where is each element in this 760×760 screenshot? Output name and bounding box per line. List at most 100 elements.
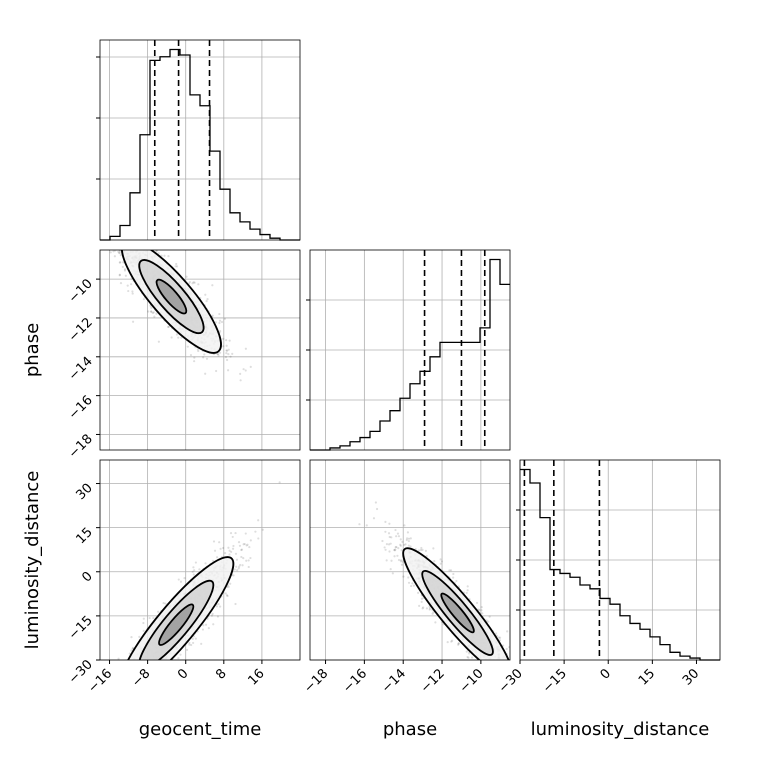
joint-geocent_time-luminosity_distance-sample (227, 546, 230, 549)
joint-geocent_time-phase-sample (145, 235, 147, 237)
joint-geocent_time-phase-sample (70, 192, 72, 194)
joint-geocent_time-luminosity_distance-sample (122, 694, 124, 696)
joint-geocent_time-luminosity_distance-sample (151, 670, 153, 672)
xtick-label-luminosity_distance-0: −30 (496, 666, 526, 696)
joint-geocent_time-phase-sample (222, 337, 225, 340)
joint-geocent_time-phase-sample (118, 261, 121, 264)
joint-geocent_time-phase-sample (124, 248, 126, 250)
hist-luminosity_distance (516, 459, 721, 661)
joint-geocent_time-phase-sample (118, 252, 121, 255)
joint-phase-luminosity_distance-sample (374, 501, 377, 504)
joint-geocent_time-phase-sample (155, 312, 158, 315)
joint-phase-luminosity_distance-sample (494, 670, 496, 672)
joint-phase-luminosity_distance-sample (385, 559, 388, 562)
joint-geocent_time-phase-sample (225, 349, 228, 352)
joint-geocent_time-phase-sample (155, 250, 158, 253)
joint-phase-luminosity_distance-sample (462, 661, 464, 663)
joint-geocent_time-phase-sample (216, 352, 219, 356)
joint-geocent_time-luminosity_distance-sample (219, 605, 222, 608)
joint-geocent_time-luminosity_distance-sample (122, 675, 124, 677)
joint-geocent_time-phase-sample (188, 280, 191, 284)
joint-phase-luminosity_distance-sample (396, 532, 400, 535)
joint-phase-luminosity_distance-sample (439, 558, 442, 561)
joint-phase-luminosity_distance-sample (405, 537, 409, 540)
joint-geocent_time-luminosity_distance-sample (249, 556, 252, 560)
joint-geocent_time-phase-sample (119, 254, 122, 257)
joint-phase-luminosity_distance-sample (384, 530, 387, 533)
joint-geocent_time-phase-sample (219, 330, 222, 333)
joint-phase-luminosity_distance-sample (494, 663, 496, 665)
joint-geocent_time-luminosity_distance-sample (234, 602, 237, 606)
joint-phase-luminosity_distance-sample (455, 579, 458, 583)
joint-geocent_time-luminosity_distance-sample (148, 666, 150, 668)
joint-phase-luminosity_distance-sample (449, 569, 453, 572)
joint-geocent_time-luminosity_distance-sample (193, 569, 196, 572)
joint-geocent_time-phase-sample (124, 274, 127, 277)
joint-geocent_time-luminosity_distance-sample (153, 662, 155, 664)
joint-geocent_time-phase-sample (175, 265, 179, 268)
joint-geocent_time-phase-sample (147, 310, 150, 313)
joint-geocent_time-phase-sample (225, 339, 228, 342)
joint-geocent_time-phase-sample (117, 237, 119, 239)
joint-geocent_time-luminosity_distance-sample (131, 646, 135, 649)
joint-geocent_time-luminosity_distance-sample (226, 594, 229, 598)
joint-geocent_time-luminosity_distance-sample (131, 670, 133, 672)
joint-phase-luminosity_distance-sample (506, 630, 509, 633)
joint-phase-luminosity_distance-sample (485, 662, 487, 664)
joint-geocent_time-luminosity_distance-sample (161, 665, 163, 667)
joint-phase-luminosity_distance-sample (393, 548, 396, 552)
joint-phase-luminosity_distance-sample (489, 661, 491, 663)
joint-phase-luminosity_distance-sample (407, 576, 410, 579)
joint-phase-luminosity_distance-sample (492, 672, 494, 674)
ylabel-phase: phase (22, 323, 43, 377)
joint-geocent_time-luminosity_distance-sample (131, 660, 133, 662)
joint-geocent_time-luminosity_distance-sample (126, 702, 128, 704)
joint-geocent_time-phase-sample (118, 274, 121, 277)
joint-geocent_time-luminosity_distance-sample (158, 666, 160, 668)
joint-geocent_time-luminosity_distance-sample (198, 568, 201, 571)
joint-phase-luminosity_distance-sample (432, 611, 435, 614)
joint-phase-luminosity_distance-sample (375, 507, 379, 511)
joint-geocent_time-phase-sample (126, 284, 129, 287)
joint-geocent_time-luminosity_distance-sample (204, 562, 207, 565)
joint-phase-luminosity_distance-sample (387, 532, 391, 535)
joint-phase-luminosity_distance-sample (466, 589, 469, 592)
joint-phase-luminosity_distance-sample (508, 666, 510, 668)
joint-geocent_time-phase-sample (130, 247, 132, 249)
ytick-label-phase-4: −10 (66, 276, 96, 306)
joint-phase-luminosity_distance-sample (497, 636, 500, 639)
hist-luminosity_distance-frame (519, 459, 721, 661)
joint-geocent_time-phase-sample (174, 265, 177, 268)
joint-geocent_time-luminosity_distance-sample (163, 671, 165, 673)
joint-geocent_time-luminosity_distance-sample (278, 481, 281, 484)
joint-geocent_time-luminosity_distance-sample (142, 617, 145, 620)
xlabel-phase: phase (383, 719, 437, 740)
hist-geocent_time (96, 39, 301, 241)
joint-geocent_time-phase-sample (191, 282, 194, 285)
joint-geocent_time-luminosity_distance-frame (99, 459, 301, 661)
joint-geocent_time-phase-sample (118, 250, 122, 252)
ytick-label-luminosity_distance-4: 30 (74, 481, 96, 503)
joint-phase-luminosity_distance-sample (406, 531, 410, 534)
joint-geocent_time-phase-sample (139, 243, 141, 245)
joint-geocent_time-phase-frame (99, 249, 301, 451)
joint-geocent_time-phase-sample (115, 233, 117, 235)
joint-phase-luminosity_distance-sample (420, 600, 423, 603)
joint-geocent_time-luminosity_distance-sample (124, 685, 126, 687)
xtick-label-phase-4: −10 (457, 666, 487, 696)
joint-phase-luminosity_distance-sample (399, 559, 403, 562)
joint-geocent_time-luminosity_distance-sample (117, 679, 119, 681)
joint-geocent_time-luminosity_distance-sample (215, 605, 218, 608)
joint-geocent_time-luminosity_distance-sample (218, 541, 221, 544)
joint-geocent_time-luminosity_distance-sample (152, 616, 155, 620)
joint-phase-luminosity_distance-sample (439, 562, 442, 565)
joint-geocent_time-luminosity_distance-sample (135, 664, 137, 666)
joint-geocent_time-luminosity_distance-sample (136, 661, 138, 663)
joint-phase-luminosity_distance-sample (388, 535, 391, 539)
joint-geocent_time-luminosity_distance-sample (106, 696, 108, 698)
joint-phase-luminosity_distance-sample (487, 661, 489, 663)
joint-geocent_time-luminosity_distance-sample (229, 582, 232, 585)
joint-geocent_time-luminosity_distance-sample (131, 693, 133, 695)
joint-phase-luminosity_distance-sample (488, 615, 491, 618)
joint-phase-luminosity_distance-sample (475, 661, 477, 663)
